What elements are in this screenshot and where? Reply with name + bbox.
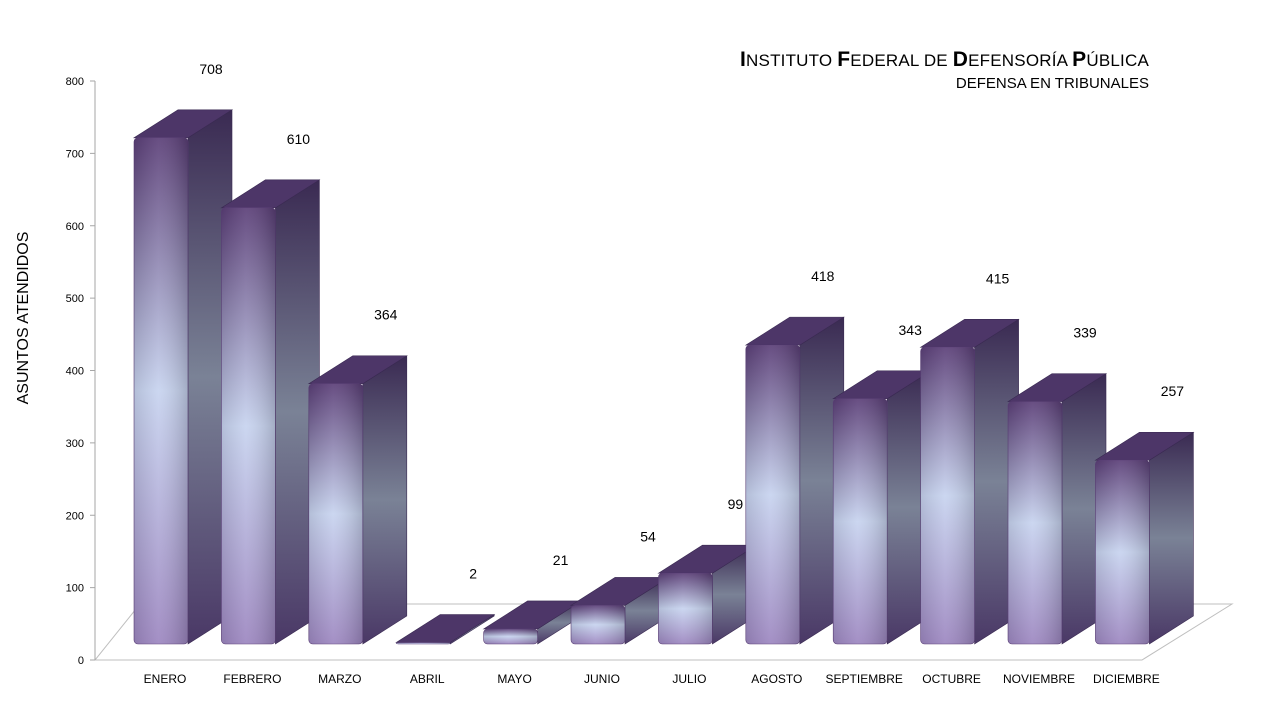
data-labels: 708 610 364 2 21 54 99 418 343 415 339 257: [199, 61, 1184, 582]
x-tick-label: FEBRERO: [223, 672, 281, 686]
bar: [657, 544, 758, 645]
data-label: 339: [1073, 325, 1097, 341]
bar-front-shade: [1008, 401, 1062, 644]
data-label: 21: [553, 552, 569, 568]
bar-side: [362, 355, 408, 645]
bar-front-shade: [658, 573, 713, 644]
data-label: 418: [811, 268, 835, 284]
x-tick-label: NOVIEMBRE: [1003, 672, 1075, 686]
title-cap-1: I: [740, 48, 747, 71]
x-tick-label: JUNIO: [584, 672, 620, 686]
bar-front-shade: [221, 207, 276, 644]
x-axis-labels: ENERO FEBRERO MARZO ABRIL MAYO JUNIO JULIO AGOS…: [144, 672, 1160, 686]
bar: [132, 109, 234, 645]
y-tick-label: 800: [66, 76, 84, 88]
data-label: 364: [374, 307, 398, 323]
y-tick-label: 300: [66, 438, 84, 450]
bar-front-shade: [833, 398, 888, 644]
y-tick-label: 400: [66, 366, 84, 378]
data-label: 610: [287, 131, 311, 147]
x-tick-label: JULIO: [672, 672, 706, 686]
x-tick-label: SEPTIEMBRE: [826, 672, 903, 686]
chart-subtitle: DEFENSA EN TRIBUNALES: [955, 75, 1149, 92]
bar: [307, 355, 408, 645]
chart-title-block: INSTITUTO FEDERAL DE DEFENSORÍA PÚBLICA …: [740, 48, 1149, 92]
data-label: 2: [469, 566, 477, 582]
bar-front-shade: [134, 137, 188, 644]
bar-front-shade: [1095, 460, 1150, 644]
y-axis-label: ASUNTOS ATENDIDOS: [15, 231, 32, 405]
y-tick-label: 200: [66, 510, 84, 522]
bar-front-shade: [483, 628, 538, 644]
y-tick-label: 0: [78, 655, 84, 667]
data-label: 343: [899, 322, 923, 338]
bars: [132, 109, 1195, 645]
bar-front-shade: [308, 383, 363, 644]
x-tick-label: MARZO: [318, 672, 361, 686]
title-rest-3: EFENSORÍA: [968, 51, 1073, 70]
data-label: 708: [199, 61, 223, 77]
data-label: 415: [986, 270, 1010, 286]
y-tick-label: 600: [66, 221, 84, 233]
bar: [744, 316, 845, 645]
bar: [482, 600, 583, 645]
x-tick-label: MAYO: [497, 672, 531, 686]
bar: [1006, 373, 1108, 645]
bar: [832, 370, 933, 645]
data-label: 99: [728, 496, 744, 512]
data-label: 257: [1161, 383, 1185, 399]
bar: [1094, 431, 1195, 645]
bar: [569, 576, 671, 645]
chart-title: INSTITUTO FEDERAL DE DEFENSORÍA PÚBLICA: [740, 48, 1149, 72]
x-tick-label: ENERO: [144, 672, 187, 686]
title-cap-4: P: [1072, 48, 1087, 71]
bar-front-shade: [745, 345, 800, 644]
bar-side: [1149, 431, 1194, 645]
title-rest-4: ÚBLICA: [1086, 51, 1149, 70]
bar: [395, 613, 496, 645]
bar: [220, 179, 321, 645]
bar: [919, 318, 1020, 645]
bar-front-shade: [396, 642, 451, 644]
bar-front-shade: [571, 605, 625, 644]
x-tick-label: ABRIL: [410, 672, 445, 686]
title-rest-2: EDERAL DE: [850, 51, 953, 70]
y-tick-label: 700: [66, 148, 84, 160]
x-tick-label: DICIEMBRE: [1093, 672, 1160, 686]
bar-front-shade: [920, 347, 975, 644]
y-tick-label: 500: [66, 293, 84, 305]
y-tick-label: 100: [66, 583, 84, 595]
data-label: 54: [640, 528, 656, 544]
x-tick-label: AGOSTO: [751, 672, 802, 686]
title-cap-2: F: [837, 48, 851, 71]
x-tick-label: OCTUBRE: [922, 672, 981, 686]
title-rest-1: NSTITUTO: [746, 51, 838, 70]
y-axis: 0 100 200 300 400 500 600 700 800: [66, 76, 96, 667]
title-cap-3: D: [952, 48, 969, 71]
